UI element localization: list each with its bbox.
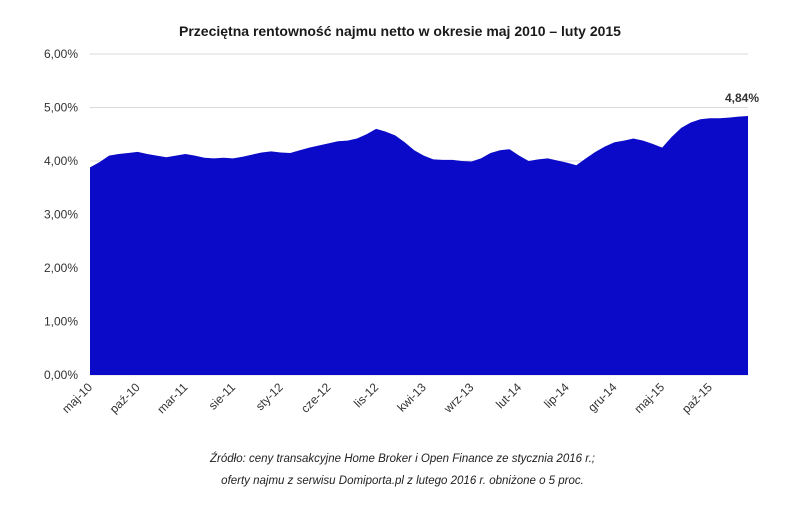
y-tick-label: 2,00% <box>44 261 78 275</box>
data-labels: 4,84% <box>725 91 759 105</box>
source-line-2: oferty najmu z serwisu Domiporta.pl z lu… <box>221 475 584 487</box>
source-line-1: Źródło: ceny transakcyjne Home Broker i … <box>210 453 595 465</box>
y-tick-label: 1,00% <box>44 315 78 329</box>
x-tick-label: paź-10 <box>107 380 143 416</box>
series-area <box>90 116 748 375</box>
x-tick-label: lut-14 <box>493 380 524 411</box>
x-tick-label: cze-12 <box>298 380 334 416</box>
x-tick-label: lis-12 <box>351 380 381 410</box>
chart-title: Przeciętna rentowność najmu netto w okre… <box>179 23 621 39</box>
x-tick-label: maj-15 <box>631 380 667 416</box>
x-tick-label: kwi-13 <box>394 380 429 415</box>
x-tick-label: sie-11 <box>206 380 239 413</box>
y-tick-label: 4,00% <box>44 154 78 168</box>
data-label: 4,84% <box>725 91 759 105</box>
y-tick-label: 5,00% <box>44 101 78 115</box>
x-tick-label: wrz-13 <box>440 380 476 416</box>
y-tick-label: 0,00% <box>44 368 78 382</box>
area-series <box>90 116 748 375</box>
x-axis: maj-10 paź-10 mar-11 sie-11 sty-12 cze-12 lis-… <box>59 380 715 416</box>
x-tick-label: maj-10 <box>59 380 95 416</box>
x-tick-label: sty-12 <box>253 380 286 413</box>
x-tick-label: paź-15 <box>679 380 715 416</box>
y-tick-label: 3,00% <box>44 208 78 222</box>
x-tick-label: lip-14 <box>541 380 572 411</box>
y-axis: 0,00% 1,00% 2,00% 3,00% 4,00% 5,00% 6,00% <box>44 47 78 382</box>
y-tick-label: 6,00% <box>44 47 78 61</box>
x-tick-label: gru-14 <box>585 380 620 415</box>
x-tick-label: mar-11 <box>154 380 190 416</box>
